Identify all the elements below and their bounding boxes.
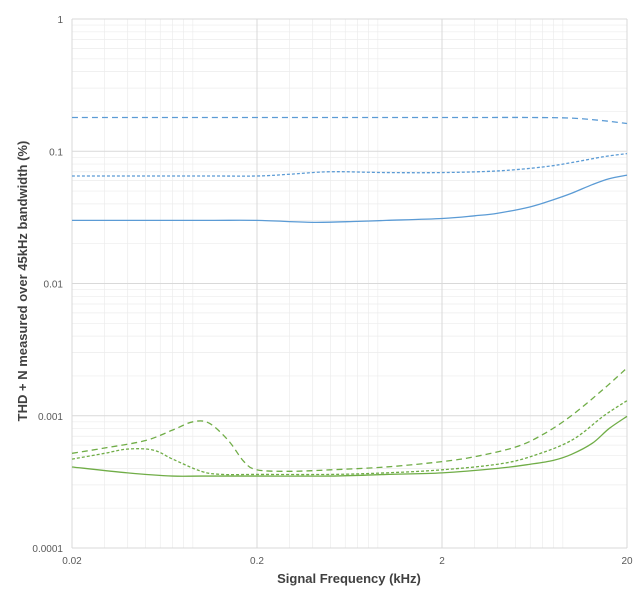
- x-axis-title: Signal Frequency (kHz): [277, 571, 421, 586]
- y-tick-label: 0.0001: [32, 544, 63, 555]
- blue-short-dash-series-line: [72, 152, 628, 177]
- green-long-dash-series-line: [71, 367, 628, 472]
- blue-solid-series-line: [72, 174, 628, 224]
- green-short-dash-series-line: [71, 400, 628, 476]
- green-solid-series-line: [71, 415, 628, 477]
- series-group: [71, 116, 628, 477]
- y-tick-label: 0.01: [44, 280, 64, 291]
- y-tick-labels: 1 0.1 0.01 0.001 0.0001: [32, 15, 63, 555]
- x-tick-label: 2: [439, 556, 445, 567]
- y-tick-label: 0.001: [38, 412, 63, 423]
- x-tick-label: 0.02: [62, 556, 82, 567]
- y-axis-title: THD + N measured over 45kHz bandwidth (%…: [15, 141, 30, 422]
- x-tick-labels: 0.02 0.2 2 20: [62, 556, 633, 567]
- gridlines: [71, 18, 628, 549]
- blue-long-dash-series-line: [72, 116, 628, 125]
- y-tick-label: 0.1: [49, 147, 63, 158]
- x-tick-label: 20: [621, 556, 633, 567]
- y-tick-label: 1: [57, 15, 63, 26]
- x-tick-label: 0.2: [250, 556, 264, 567]
